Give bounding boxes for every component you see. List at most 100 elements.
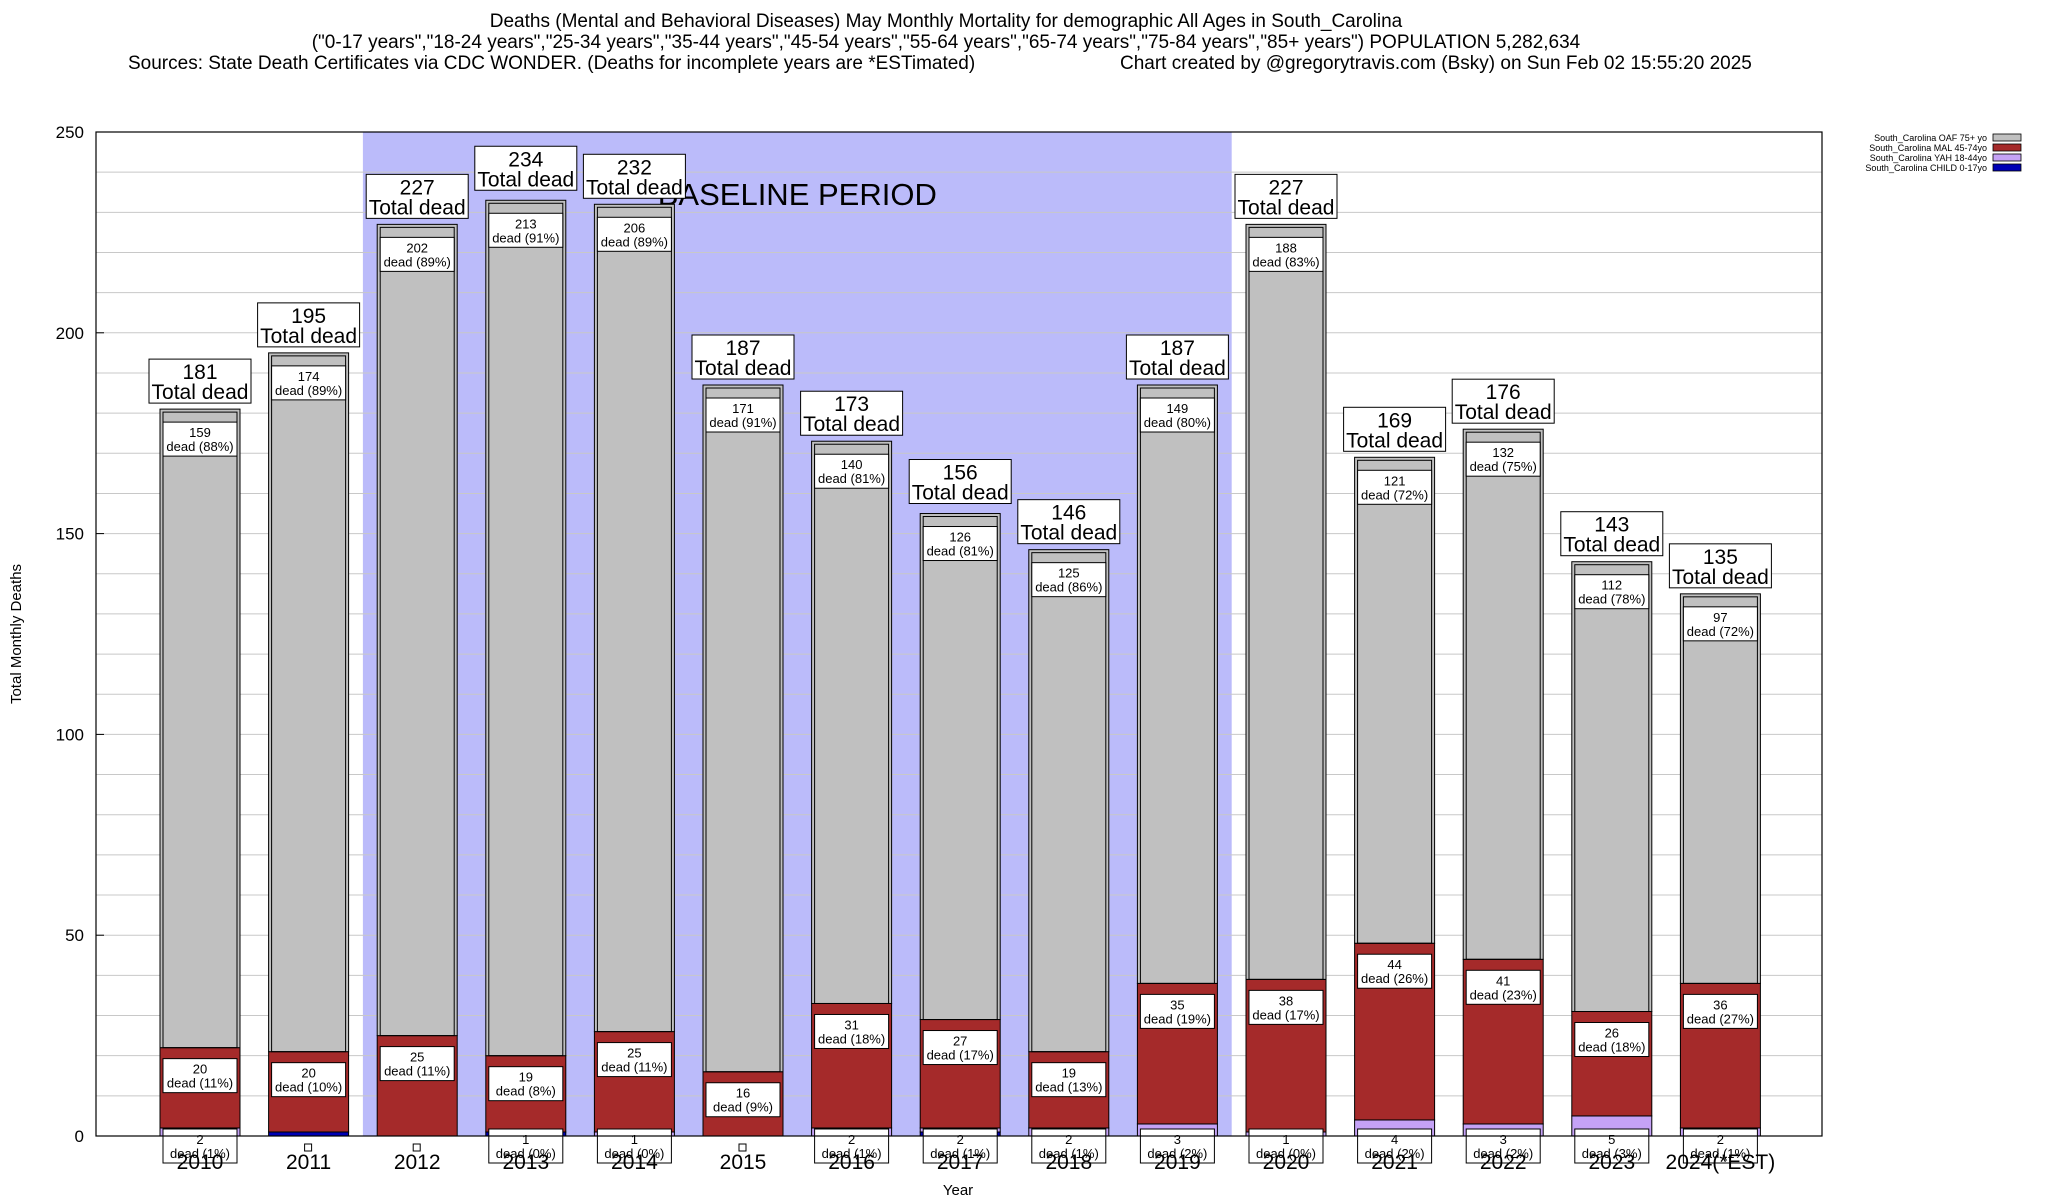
mal-label-box xyxy=(1248,989,1324,1025)
mal-label-count: 19 xyxy=(1062,1066,1076,1081)
oaf-label-percent: dead (88%) xyxy=(166,439,233,454)
total-value: 173 xyxy=(834,393,869,416)
total-label: Total dead xyxy=(1129,357,1226,380)
yah-label-count: 3 xyxy=(1500,1132,1507,1147)
yah-label-percent: dead (1%) xyxy=(1039,1146,1099,1161)
bar-segment xyxy=(268,1131,350,1137)
x-tick-label: 2014 xyxy=(611,1151,658,1174)
bar-segment-inner-outline xyxy=(705,387,781,1073)
total-label: Total dead xyxy=(586,176,683,199)
total-value: 181 xyxy=(182,361,217,384)
total-value: 195 xyxy=(291,305,326,328)
yah-label-box xyxy=(1357,1128,1433,1164)
bar-segment xyxy=(485,199,567,1057)
bar-segment-inner-outline xyxy=(271,355,347,1053)
y-tick-label: 150 xyxy=(56,525,84,544)
oaf-label-box xyxy=(1031,562,1107,598)
oaf-label-count: 206 xyxy=(624,220,646,235)
mal-label-percent: dead (17%) xyxy=(1252,1007,1319,1022)
yah-label-box xyxy=(1248,1128,1324,1164)
yah-label-count: 2 xyxy=(196,1132,203,1147)
mal-label-count: 44 xyxy=(1387,957,1401,972)
total-value: 187 xyxy=(1160,337,1195,360)
mal-label-count: 36 xyxy=(1713,997,1727,1012)
bar-segment xyxy=(1571,561,1653,1013)
total-label-box xyxy=(582,153,686,199)
total-label: Total dead xyxy=(803,413,900,436)
x-tick-label: 2011 xyxy=(286,1151,331,1174)
mal-label-box xyxy=(596,1042,672,1078)
yah-label-box xyxy=(1574,1128,1650,1164)
oaf-label-count: 140 xyxy=(841,457,863,472)
mal-label-box xyxy=(488,1066,564,1102)
mal-label-count: 25 xyxy=(627,1046,641,1061)
mal-label-count: 19 xyxy=(519,1070,533,1085)
total-value: 146 xyxy=(1051,502,1086,525)
oaf-label-box xyxy=(1248,236,1324,272)
legend-label: South_Carolina MAL 45-74yo xyxy=(1869,143,1987,153)
yah-label-percent: dead (1%) xyxy=(822,1146,882,1161)
mal-label-count: 27 xyxy=(953,1034,967,1049)
total-label: Total dead xyxy=(1455,401,1552,424)
yah-label-count: 3 xyxy=(1174,1132,1181,1147)
x-tick-label: 2022 xyxy=(1480,1151,1527,1174)
mal-label-percent: dead (10%) xyxy=(275,1080,342,1095)
empty-label-marker xyxy=(738,1143,747,1152)
oaf-label-box xyxy=(596,216,672,252)
total-value: 143 xyxy=(1594,514,1629,537)
legend-swatch xyxy=(1992,133,2022,142)
bar-segment-inner-outline xyxy=(1574,564,1650,1013)
oaf-label-percent: dead (81%) xyxy=(818,471,885,486)
total-label: Total dead xyxy=(1238,196,1335,219)
yah-label-box xyxy=(1139,1128,1215,1164)
mal-label-box xyxy=(705,1082,781,1118)
bar-segment-inner-outline xyxy=(1248,226,1324,980)
total-value: 232 xyxy=(617,156,652,179)
oaf-label-box xyxy=(162,421,238,457)
oaf-label-box xyxy=(379,236,455,272)
yah-label-box xyxy=(1465,1128,1541,1164)
y-tick-label: 200 xyxy=(56,324,84,343)
mal-label-percent: dead (11%) xyxy=(384,1064,450,1079)
bar-segment xyxy=(919,513,1001,1021)
yah-label-count: 5 xyxy=(1608,1132,1615,1147)
mal-label-box xyxy=(379,1046,455,1082)
total-label: Total dead xyxy=(369,196,466,219)
total-label: Total dead xyxy=(1346,429,1443,452)
bar-segment xyxy=(1679,593,1761,984)
oaf-label-count: 171 xyxy=(732,401,754,416)
total-label-box xyxy=(800,390,904,436)
oaf-label-box xyxy=(271,365,347,401)
mal-label-percent: dead (18%) xyxy=(1578,1040,1645,1055)
yah-label-box xyxy=(1031,1128,1107,1164)
mal-label-count: 20 xyxy=(193,1062,207,1077)
total-label-box xyxy=(1343,406,1447,452)
bar-segment-inner-outline xyxy=(1139,387,1215,984)
total-label-box xyxy=(1560,511,1664,557)
yah-label-percent: dead (2%) xyxy=(1473,1146,1533,1161)
y-tick-label: 250 xyxy=(56,123,84,142)
oaf-label-percent: dead (89%) xyxy=(275,383,342,398)
yah-label-count: 2 xyxy=(1065,1132,1072,1147)
mal-label-percent: dead (13%) xyxy=(1035,1080,1102,1095)
x-tick-label: 2012 xyxy=(394,1151,441,1174)
mal-label-count: 31 xyxy=(844,1017,858,1032)
bar-segment xyxy=(811,440,893,1004)
bar-segment-inner-outline xyxy=(1357,459,1433,944)
oaf-label-percent: dead (89%) xyxy=(601,234,668,249)
yah-label-percent: dead (0%) xyxy=(496,1146,556,1161)
total-label-box xyxy=(691,334,795,380)
total-label-box xyxy=(1017,499,1121,545)
y-axis-label: Total Monthly Deaths xyxy=(8,564,25,704)
yah-label-percent: dead (1%) xyxy=(1690,1146,1750,1161)
mal-label-box xyxy=(271,1062,347,1098)
bar-segment-inner-outline xyxy=(814,443,890,1004)
oaf-label-count: 174 xyxy=(298,369,320,384)
legend-swatch xyxy=(1992,143,2022,152)
mal-label-box xyxy=(1465,969,1541,1005)
yah-label-percent: dead (0%) xyxy=(604,1146,664,1161)
yah-label-count: 1 xyxy=(1282,1132,1289,1147)
legend: South_Carolina OAF 75+ yoSouth_Carolina … xyxy=(1865,133,2022,173)
mal-label-box xyxy=(814,1013,890,1049)
yah-label-percent: dead (2%) xyxy=(1147,1146,1207,1161)
